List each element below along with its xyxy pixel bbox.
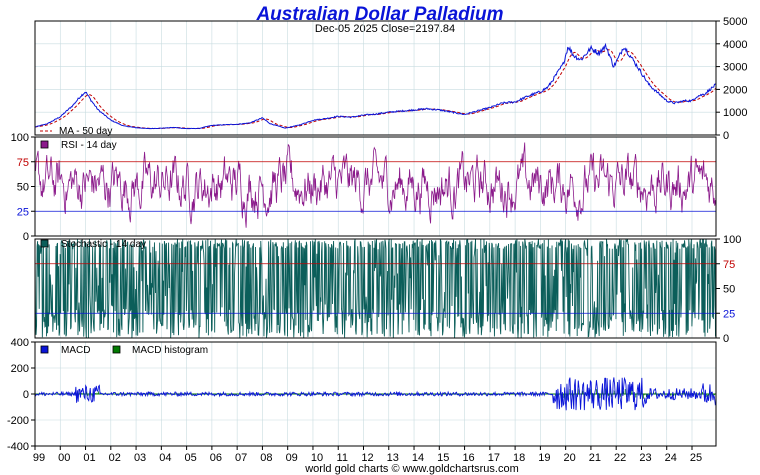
x-tick-label: 05 [184, 452, 196, 464]
x-tick-label: 11 [337, 452, 348, 464]
x-tick-label: 02 [109, 452, 121, 464]
x-tick-label: 18 [513, 452, 525, 464]
stoch-tick-label: 0 [723, 333, 729, 345]
stoch-tick-label: 75 [723, 259, 735, 271]
x-tick-label: 25 [690, 452, 702, 464]
macd-legend-swatch [40, 345, 49, 354]
rsi-tick-label: 25 [17, 206, 29, 218]
macd-tick-label: -200 [7, 415, 29, 427]
price-line [34, 42, 717, 130]
macd-tick-label: 200 [11, 363, 29, 375]
chart-title: Australian Dollar Palladium [255, 4, 503, 25]
chart-footer: world gold charts © www.goldchartsrus.co… [304, 463, 519, 475]
ma-legend-label: MA - 50 day [59, 126, 112, 137]
x-tick-label: 06 [210, 452, 222, 464]
x-tick-label: 14 [412, 452, 424, 464]
x-tick-label: 13 [387, 452, 399, 464]
stoch-tick-label: 100 [723, 234, 741, 246]
x-tick-label: 10 [311, 452, 323, 464]
stoch-tick-label: 25 [723, 308, 735, 320]
x-tick-label: 00 [58, 452, 70, 464]
x-tick-label: 99 [33, 452, 45, 464]
macd-hist-legend-swatch [112, 345, 121, 354]
rsi-tick-label: 50 [17, 182, 29, 194]
stoch-legend-swatch [40, 239, 49, 248]
x-tick-label: 19 [538, 452, 550, 464]
macd-legend-label: MACD [61, 345, 90, 356]
price-tick-label: 2000 [723, 84, 747, 96]
macd-tick-label: -400 [7, 441, 29, 453]
rsi-tick-label: 75 [17, 157, 29, 169]
x-tick-label: 22 [614, 452, 626, 464]
rsi-tick-label: 0 [23, 231, 29, 243]
x-tick-label: 16 [462, 452, 474, 464]
price-tick-label: 5000 [723, 16, 747, 28]
x-tick-label: 07 [235, 452, 247, 464]
x-tick-label: 04 [159, 452, 171, 464]
price-tick-label: 3000 [723, 62, 747, 74]
x-tick-label: 21 [589, 452, 601, 464]
x-tick-label: 01 [83, 452, 95, 464]
rsi-legend-label: RSI - 14 day [61, 140, 117, 151]
macd-tick-label: 400 [11, 337, 29, 349]
x-tick-label: 09 [286, 452, 298, 464]
rsi-line [34, 142, 717, 228]
chart-subtitle: Dec-05 2025 Close=2197.84 [315, 23, 455, 35]
stoch-tick-label: 50 [723, 284, 735, 296]
price-tick-label: 1000 [723, 107, 747, 119]
x-tick-label: 03 [134, 452, 146, 464]
price-tick-label: 4000 [723, 39, 747, 51]
macd-line [34, 376, 717, 411]
x-tick-label: 15 [437, 452, 449, 464]
rsi-legend-swatch [40, 140, 49, 149]
price-tick-label: 0 [723, 130, 729, 142]
x-tick-label: 24 [665, 452, 677, 464]
ma-50-line [34, 48, 717, 130]
x-tick-label: 23 [639, 452, 651, 464]
macd-hist-legend-label: MACD histogram [132, 345, 208, 356]
x-tick-label: 12 [361, 452, 373, 464]
stoch-legend-label: Stochastic - 14 day [61, 239, 146, 250]
panel-frame [34, 20, 717, 136]
x-tick-label: 17 [488, 452, 500, 464]
x-tick-label: 08 [260, 452, 272, 464]
rsi-tick-label: 100 [11, 132, 29, 144]
macd-tick-label: 0 [23, 389, 29, 401]
x-tick-label: 20 [564, 452, 576, 464]
stochastic-line [34, 237, 717, 338]
